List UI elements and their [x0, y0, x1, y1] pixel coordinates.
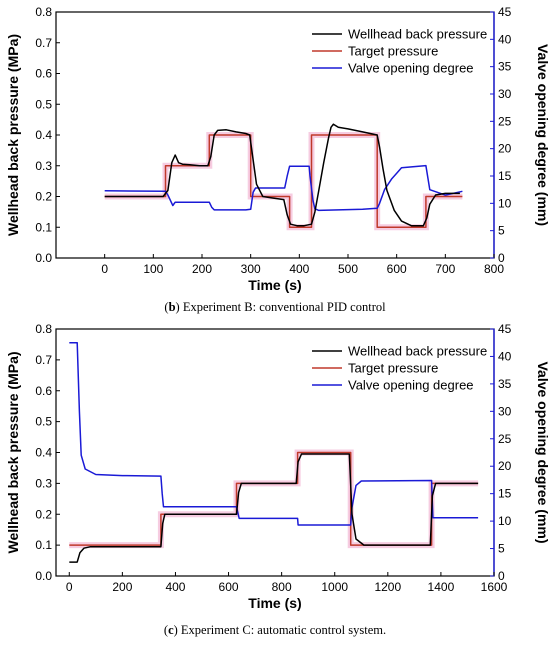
y-tick-label: 0.7 [35, 36, 52, 50]
x-tick-label: 400 [289, 262, 309, 276]
legend-label: Valve opening degree [348, 61, 474, 76]
y-right-tick-label: 10 [498, 514, 512, 528]
y-right-tick-label: 5 [498, 224, 505, 238]
y-right-tick-label: 20 [498, 459, 512, 473]
caption-b-text: Experiment B: conventional PID control [179, 300, 386, 314]
y-tick-label: 0.3 [35, 159, 52, 173]
legend-label: Target pressure [348, 44, 438, 59]
x-tick-label: 800 [484, 262, 504, 276]
x-tick-label: 300 [241, 262, 261, 276]
y-tick-label: 0.4 [35, 128, 52, 142]
caption-c-letter: c [168, 623, 174, 637]
x-axis-label: Time (s) [248, 277, 301, 293]
x-tick-label: 1600 [481, 580, 508, 594]
y-right-tick-label: 15 [498, 487, 512, 501]
y-right-axis-label: Valve opening degree (mm) [535, 44, 550, 226]
series-wellhead-line [69, 453, 479, 563]
series-wellhead-line [104, 123, 460, 227]
y-tick-label: 0.1 [35, 220, 52, 234]
caption-experiment-b: (b) Experiment B: conventional PID contr… [164, 300, 386, 314]
series-valve-line [104, 164, 463, 212]
legend-label: Target pressure [348, 361, 438, 376]
x-tick-label: 0 [101, 262, 108, 276]
y-right-tick-label: 0 [498, 569, 505, 583]
series-target-line [69, 451, 479, 546]
y-right-tick-label: 30 [498, 87, 512, 101]
x-tick-label: 100 [143, 262, 163, 276]
y-tick-label: 0.0 [35, 569, 52, 583]
y-tick-label: 0.1 [35, 538, 52, 552]
chart-experiment-c: 0 200 400 600 800 1000 1200 1400 16000.00.10.20.… [5, 322, 550, 611]
y-tick-label: 0.4 [35, 446, 52, 460]
caption-c-text: Experiment C: automatic control system. [177, 623, 387, 637]
legend-label: Valve opening degree [348, 378, 474, 393]
y-axis-label: Wellhead back pressure (MPa) [5, 351, 21, 553]
y-right-tick-label: 40 [498, 32, 512, 46]
caption-b-letter: b [168, 300, 176, 314]
x-tick-label: 700 [435, 262, 455, 276]
x-tick-label: 1400 [428, 580, 455, 594]
chart-experiment-b: 0 100 200 300 400 500 600 700 8000.00.10.20.30.4… [5, 5, 550, 293]
y-right-tick-label: 5 [498, 542, 505, 556]
y-right-tick-label: 15 [498, 169, 512, 183]
y-right-tick-label: 25 [498, 432, 512, 446]
y-right-tick-label: 25 [498, 114, 512, 128]
y-axis-label: Wellhead back pressure (MPa) [5, 34, 21, 236]
y-tick-label: 0.2 [35, 190, 52, 204]
x-axis-label: Time (s) [248, 595, 301, 611]
legend-label: Wellhead back pressure [348, 344, 487, 359]
x-tick-label: 600 [387, 262, 407, 276]
x-tick-label: 1200 [374, 580, 401, 594]
y-right-tick-label: 30 [498, 404, 512, 418]
y-right-tick-label: 45 [498, 322, 512, 336]
x-tick-label: 800 [272, 580, 292, 594]
x-tick-label: 200 [192, 262, 212, 276]
x-tick-label: 200 [112, 580, 132, 594]
x-tick-label: 1000 [321, 580, 348, 594]
y-right-tick-label: 45 [498, 5, 512, 19]
y-tick-label: 0.0 [35, 251, 52, 265]
y-tick-label: 0.3 [35, 476, 52, 490]
y-right-tick-label: 35 [498, 60, 512, 74]
series-target-band [104, 132, 463, 231]
y-tick-label: 0.6 [35, 67, 52, 81]
y-tick-label: 0.6 [35, 384, 52, 398]
y-tick-label: 0.7 [35, 353, 52, 367]
y-tick-label: 0.8 [35, 322, 52, 336]
y-tick-label: 0.5 [35, 97, 52, 111]
x-tick-label: 400 [165, 580, 185, 594]
series-target-band [69, 449, 479, 549]
x-tick-label: 500 [338, 262, 358, 276]
x-tick-label: 600 [219, 580, 239, 594]
y-right-axis-label: Valve opening degree (mm) [535, 361, 550, 543]
caption-experiment-c: (c) Experiment C: automatic control syst… [163, 623, 387, 637]
x-tick-label: 0 [66, 580, 73, 594]
y-right-tick-label: 0 [498, 251, 505, 265]
legend-label: Wellhead back pressure [348, 27, 487, 42]
y-right-tick-label: 20 [498, 142, 512, 156]
y-tick-label: 0.5 [35, 415, 52, 429]
y-right-tick-label: 35 [498, 377, 512, 391]
y-tick-label: 0.8 [35, 5, 52, 19]
y-right-tick-label: 40 [498, 349, 512, 363]
y-right-tick-label: 10 [498, 196, 512, 210]
y-tick-label: 0.2 [35, 507, 52, 521]
series-target-line [104, 134, 463, 229]
